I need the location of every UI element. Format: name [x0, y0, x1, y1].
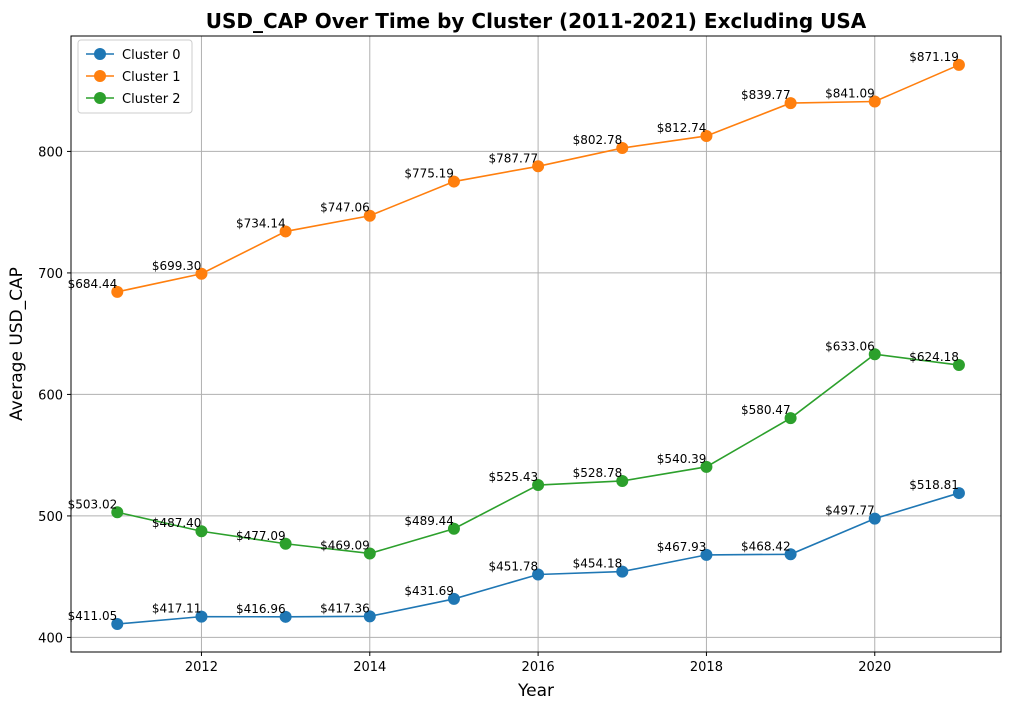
data-label-cluster-0: $454.18 [573, 557, 623, 571]
data-label-cluster-1: $775.19 [404, 167, 454, 181]
data-point-cluster-1 [363, 209, 376, 222]
data-label-cluster-1: $839.77 [741, 88, 791, 102]
x-tick-label: 2012 [185, 660, 218, 675]
data-label-cluster-2: $624.18 [909, 350, 959, 364]
data-label-cluster-1: $787.77 [488, 151, 538, 165]
data-point-cluster-0 [952, 487, 965, 500]
data-label-cluster-1: $871.19 [909, 50, 959, 64]
data-point-cluster-0 [279, 610, 292, 623]
data-point-cluster-1 [952, 58, 965, 71]
data-label-cluster-0: $431.69 [404, 584, 454, 598]
x-tick-label: 2016 [522, 660, 555, 675]
legend-label: Cluster 1 [122, 70, 181, 85]
data-label-cluster-1: $684.44 [68, 277, 118, 291]
data-point-cluster-2 [363, 547, 376, 560]
data-point-cluster-0 [784, 548, 797, 561]
data-label-cluster-1: $747.06 [320, 201, 370, 215]
data-label-cluster-0: $518.81 [909, 478, 959, 492]
legend-label: Cluster 2 [122, 92, 181, 107]
data-point-cluster-2 [447, 522, 460, 535]
data-label-cluster-2: $540.39 [657, 452, 707, 466]
data-point-cluster-0 [195, 610, 208, 623]
x-axis-label: Year [517, 681, 554, 701]
y-tick-label: 500 [38, 510, 63, 525]
x-tick-label: 2014 [353, 660, 386, 675]
data-point-cluster-2 [868, 348, 881, 361]
data-label-cluster-0: $497.77 [825, 504, 875, 518]
data-label-cluster-2: $487.40 [152, 516, 202, 530]
data-label-cluster-1: $699.30 [152, 259, 202, 273]
data-point-cluster-2 [952, 359, 965, 372]
y-axis: 400 500 600 700 800 [38, 145, 71, 646]
data-point-cluster-0 [868, 512, 881, 525]
data-point-cluster-2 [195, 525, 208, 538]
x-tick-label: 2020 [858, 660, 891, 675]
y-tick-label: 700 [38, 267, 63, 282]
data-point-cluster-1 [532, 160, 545, 173]
grid [71, 36, 1001, 652]
y-axis-label: Average USD_CAP [7, 267, 27, 421]
data-label-cluster-0: $416.96 [236, 602, 286, 616]
data-point-cluster-0 [363, 610, 376, 623]
data-label-cluster-0: $468.42 [741, 539, 791, 553]
data-point-cluster-2 [532, 479, 545, 492]
legend: Cluster 0 Cluster 1 Cluster 2 [77, 39, 193, 114]
data-point-cluster-0 [700, 548, 713, 561]
data-point-cluster-1 [784, 97, 797, 110]
data-point-cluster-2 [700, 460, 713, 473]
data-label-cluster-2: $503.02 [68, 497, 118, 511]
y-tick-label: 600 [38, 388, 63, 403]
data-label-cluster-0: $417.36 [320, 601, 370, 615]
data-label-cluster-2: $477.09 [236, 529, 286, 543]
data-point-cluster-1 [195, 267, 208, 280]
data-point-cluster-1 [616, 142, 629, 155]
data-label-cluster-0: $467.93 [657, 540, 707, 554]
chart-title: USD_CAP Over Time by Cluster (2011-2021)… [206, 9, 867, 33]
data-point-cluster-1 [868, 95, 881, 108]
data-label-cluster-2: $633.06 [825, 339, 875, 353]
data-label-cluster-0: $451.78 [488, 560, 538, 574]
legend-box [77, 39, 193, 114]
legend-marker [94, 92, 106, 104]
data-label-cluster-2: $489.44 [404, 514, 454, 528]
data-label-cluster-1: $802.78 [573, 133, 623, 147]
data-label-cluster-1: $812.74 [657, 121, 707, 135]
x-tick-label: 2018 [690, 660, 723, 675]
data-point-cluster-1 [447, 175, 460, 188]
data-label-cluster-2: $525.43 [488, 470, 538, 484]
plot-frame [70, 35, 1002, 653]
data-label-cluster-2: $469.09 [320, 538, 370, 552]
legend-marker [94, 70, 106, 82]
data-point-cluster-2 [616, 474, 629, 487]
data-point-cluster-1 [279, 225, 292, 238]
data-label-cluster-2: $528.78 [573, 466, 623, 480]
data-point-cluster-2 [111, 506, 124, 519]
y-tick-label: 800 [38, 145, 63, 160]
data-point-cluster-1 [111, 285, 124, 298]
data-label-cluster-2: $580.47 [741, 403, 791, 417]
data-labels: $411.05 $417.11 $416.96 $417.36 $431.69 $451.… [68, 50, 959, 623]
data-point-cluster-0 [111, 617, 124, 630]
data-label-cluster-1: $841.09 [825, 87, 875, 101]
data-label-cluster-0: $417.11 [152, 602, 202, 616]
data-point-cluster-0 [532, 568, 545, 581]
data-label-cluster-1: $734.14 [236, 216, 286, 230]
x-axis: 2012 2014 2016 2018 2020 [185, 652, 891, 675]
series-markers [111, 58, 965, 630]
data-point-cluster-0 [616, 565, 629, 578]
data-point-cluster-2 [279, 537, 292, 550]
y-tick-label: 400 [38, 631, 63, 646]
legend-label: Cluster 0 [122, 48, 181, 63]
data-label-cluster-0: $411.05 [68, 609, 118, 623]
data-point-cluster-0 [447, 592, 460, 605]
data-point-cluster-2 [784, 412, 797, 425]
legend-marker [94, 48, 106, 60]
data-point-cluster-1 [700, 129, 713, 142]
